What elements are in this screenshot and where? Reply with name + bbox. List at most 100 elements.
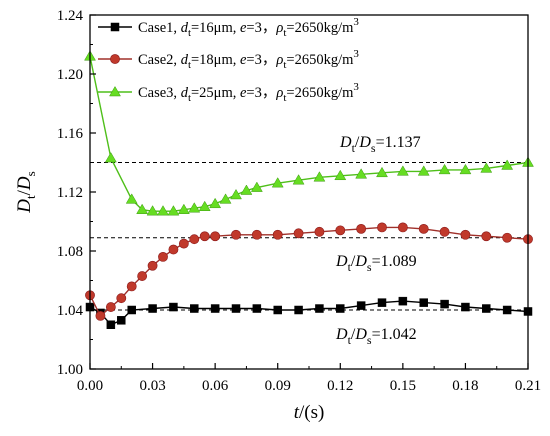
- data-point: [481, 231, 492, 242]
- data-point: [461, 302, 470, 312]
- data-point: [178, 238, 189, 249]
- data-point: [137, 271, 148, 281]
- data-point: [231, 229, 241, 240]
- data-point: [273, 305, 282, 315]
- data-point: [109, 86, 121, 97]
- data-point: [198, 200, 211, 211]
- data-point: [314, 226, 325, 237]
- data-point: [125, 193, 138, 204]
- data-point: [482, 304, 491, 313]
- legend-label: Case3, dt=25μm, e=3，ρt=2650kg/m3: [138, 81, 359, 104]
- data-point: [417, 165, 430, 176]
- data-point: [376, 166, 388, 178]
- data-point: [230, 188, 242, 200]
- data-point: [190, 304, 199, 313]
- series-case2: [85, 222, 533, 321]
- data-point: [396, 165, 409, 176]
- data-point: [210, 304, 220, 313]
- data-point: [292, 174, 305, 185]
- data-point: [251, 229, 262, 240]
- legend-item-case2: Case2, dt=18μm, e=3，ρt=2650kg/m3: [98, 48, 359, 71]
- data-point: [377, 298, 387, 307]
- data-point: [106, 320, 116, 329]
- x-tick-label: 0.15: [390, 378, 416, 394]
- data-point: [334, 169, 347, 181]
- data-point: [440, 299, 449, 309]
- data-point: [167, 205, 180, 216]
- data-point: [315, 304, 324, 313]
- series-group: [84, 50, 534, 329]
- data-point: [110, 22, 120, 32]
- data-point: [157, 205, 169, 216]
- data-point: [126, 281, 137, 292]
- data-point: [105, 302, 116, 312]
- reference-annotations: Dt/Ds=1.137 Dt/Ds=1.089 Dt/Ds=1.042: [335, 134, 421, 347]
- data-point: [459, 163, 472, 175]
- data-point: [272, 229, 283, 240]
- y-tick-label: 1.04: [57, 303, 84, 319]
- legend-item-case1: Case1, dt=16μm, e=3，ρt=2650kg/m3: [98, 16, 359, 39]
- data-point: [336, 304, 345, 313]
- data-point: [158, 251, 168, 262]
- legend: Case1, dt=16μm, e=3，ρt=2650kg/m3 Case2, d…: [98, 16, 359, 104]
- data-point: [480, 162, 493, 173]
- data-point: [252, 304, 262, 313]
- data-point: [356, 301, 366, 310]
- x-tick-label: 0.00: [77, 378, 103, 394]
- data-point: [104, 152, 117, 163]
- data-point: [117, 316, 126, 325]
- data-point: [335, 225, 346, 236]
- data-point: [177, 203, 190, 214]
- data-point: [240, 184, 253, 195]
- y-tick-label: 1.20: [57, 67, 83, 83]
- reference-label: Dt/Ds=1.042: [335, 326, 417, 347]
- legend-item-case3: Case3, dt=25μm, e=3，ρt=2650kg/m3: [98, 81, 359, 104]
- data-point: [419, 298, 428, 307]
- data-point: [189, 234, 200, 245]
- data-point: [460, 229, 471, 240]
- data-point: [356, 223, 367, 234]
- x-axis-label: t/(s): [294, 402, 325, 423]
- series-line: [89, 226, 529, 318]
- y-axis-label: Dt/Ds: [14, 171, 38, 213]
- x-tick-label: 0.12: [327, 378, 353, 394]
- data-point: [293, 228, 304, 239]
- x-tick-label: 0.09: [265, 378, 291, 394]
- axis-ticks: 0.00 0.03 0.06 0.09 0.12 0.15 0.18 0.21 1.00 1.04…: [57, 8, 541, 394]
- data-point: [127, 305, 136, 315]
- data-point: [355, 168, 368, 179]
- y-tick-label: 1.24: [57, 8, 84, 24]
- data-point: [313, 171, 326, 182]
- data-point: [398, 296, 408, 306]
- data-point: [231, 304, 241, 313]
- series-case3: [84, 50, 534, 216]
- data-point: [439, 226, 450, 237]
- data-point: [219, 193, 232, 204]
- data-point: [502, 232, 513, 243]
- x-tick-label: 0.06: [202, 378, 229, 394]
- x-tick-label: 0.03: [139, 378, 165, 394]
- y-tick-label: 1.08: [57, 244, 83, 260]
- y-tick-label: 1.00: [57, 362, 83, 378]
- reference-label: Dt/Ds=1.137: [339, 134, 421, 155]
- reference-lines: [90, 162, 528, 311]
- data-point: [148, 304, 157, 313]
- data-point: [209, 197, 222, 209]
- data-point: [95, 310, 106, 321]
- data-point: [377, 222, 387, 233]
- series-case1: [85, 296, 533, 329]
- data-point: [168, 244, 179, 255]
- data-point: [136, 203, 149, 214]
- data-point: [438, 163, 451, 175]
- data-point: [250, 181, 263, 192]
- y-tick-label: 1.16: [57, 126, 84, 142]
- plot-frame: [89, 14, 529, 370]
- reference-label: Dt/Ds=1.089: [335, 253, 417, 274]
- x-tick-label: 0.21: [515, 378, 541, 394]
- data-point: [294, 305, 303, 315]
- legend-label: Case1, dt=16μm, e=3，ρt=2650kg/m3: [138, 16, 359, 39]
- data-point: [397, 222, 408, 233]
- series-line: [89, 56, 529, 212]
- data-point: [116, 293, 127, 304]
